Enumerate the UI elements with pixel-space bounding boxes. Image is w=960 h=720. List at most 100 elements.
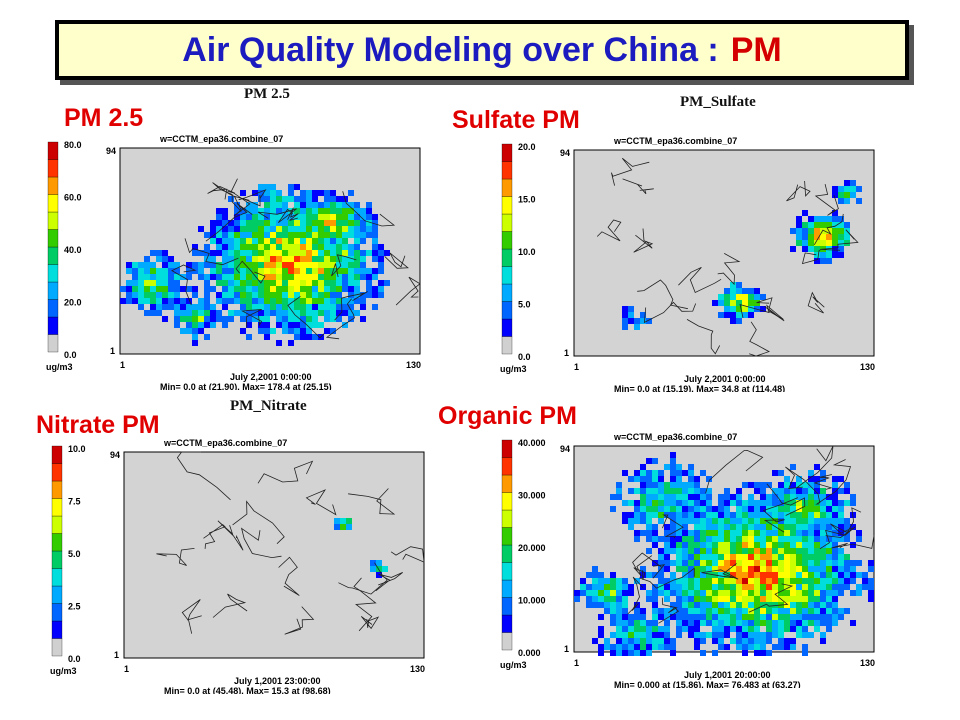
colorbar-swatch xyxy=(51,638,63,657)
colorbar-tick-label: 0.0 xyxy=(68,654,81,664)
map-title-pm25: PM 2.5 xyxy=(244,86,290,102)
time-label: July 1,2001 23:00:00 xyxy=(234,676,321,686)
colorbar-tick-label: 5.0 xyxy=(518,300,531,310)
panel-sulfate: 20.0 15.0 10.0 5.0 0.0 ug/m3 w=CCTM_epa36.comb… xyxy=(494,132,894,392)
colorbar-swatch xyxy=(47,194,59,213)
concentration-field xyxy=(574,452,874,656)
colorbar-swatch xyxy=(47,316,59,335)
col-max-label: 130 xyxy=(860,658,875,668)
colorbar-tick-label: 10.0 xyxy=(518,247,536,257)
row-min-label: 1 xyxy=(564,348,569,358)
panel-pm25: 80.0 60.0 40.0 20.0 0.0 ug/m3 w=CCTM_epa36.com… xyxy=(40,130,440,390)
colorbar-swatch xyxy=(51,445,63,464)
map-figure-nitrate: 10.0 7.5 5.0 2.5 0.0 ug/m3 w=CCTM_epa36.combin… xyxy=(50,438,425,694)
colorbar-swatch xyxy=(47,211,59,230)
colorbar-tick-label: 0.0 xyxy=(518,352,531,362)
colorbar-swatch xyxy=(51,533,63,552)
title-banner: Air Quality Modeling over China : PM xyxy=(55,20,909,80)
colorbar-swatch xyxy=(501,544,513,563)
colorbar-swatch xyxy=(501,248,513,267)
colorbar-tick-label: 10.0 xyxy=(68,444,86,454)
colorbar-tick-label: 40.000 xyxy=(518,438,546,448)
border-lines xyxy=(627,445,875,624)
title-accent: PM xyxy=(730,30,782,69)
colorbar-tick-label: 30.000 xyxy=(518,491,546,501)
colorbar-tick-label: 15.0 xyxy=(518,195,536,205)
col-max-label: 130 xyxy=(410,664,425,674)
panel-organic: 40.000 30.000 20.000 10.000 0.000 ug/m3 w=CCTM… xyxy=(494,428,894,688)
colorbar-tick-label: 80.0 xyxy=(64,140,82,150)
map-figure-pm25: 80.0 60.0 40.0 20.0 0.0 ug/m3 w=CCTM_epa36.com… xyxy=(46,134,421,390)
colorbar-swatch xyxy=(51,480,63,499)
colorbar-swatch xyxy=(51,498,63,517)
unit-label: ug/m3 xyxy=(500,660,527,670)
colorbar-tick-label: 2.5 xyxy=(68,602,81,612)
unit-label: ug/m3 xyxy=(500,364,527,374)
colorbar-swatch xyxy=(501,143,513,162)
colorbar-swatch xyxy=(51,463,63,482)
map-background xyxy=(123,451,425,659)
colorbar-swatch xyxy=(47,159,59,178)
title-main: Air Quality Modeling over China : xyxy=(182,30,719,69)
colorbar-tick-label: 7.5 xyxy=(68,497,81,507)
label-organic: Organic PM xyxy=(438,402,577,430)
colorbar-swatch xyxy=(47,334,59,353)
colorbar-swatch xyxy=(501,196,513,215)
colorbar-swatch xyxy=(47,264,59,283)
concentration-field xyxy=(622,180,862,330)
map-title-nitrate: PM_Nitrate xyxy=(230,398,307,414)
col-min-label: 1 xyxy=(120,360,125,370)
border-lines xyxy=(171,178,421,340)
colorbar-swatch xyxy=(51,515,63,534)
stats-label: Min= 0.0 at (45,48), Max= 15.3 at (98,68… xyxy=(164,686,331,694)
col-min-label: 1 xyxy=(574,658,579,668)
colorbar-swatch xyxy=(501,231,513,250)
label-sulfate: Sulfate PM xyxy=(452,106,580,134)
colorbar-swatch xyxy=(501,161,513,180)
colorbar-tick-label: 20.000 xyxy=(518,543,546,553)
time-label: July 2,2001 0:00:00 xyxy=(230,372,312,382)
colorbar-swatch xyxy=(501,562,513,581)
row-max-label: 94 xyxy=(106,146,116,156)
colorbar-tick-label: 20.0 xyxy=(518,142,536,152)
colorbar-swatch xyxy=(501,579,513,598)
col-max-label: 130 xyxy=(406,360,421,370)
colorbar-tick-label: 0.0 xyxy=(64,350,77,360)
colorbar-tick-label: 0.000 xyxy=(518,648,541,658)
colorbar-tick-label: 10.000 xyxy=(518,596,546,606)
colorbar-swatch xyxy=(501,213,513,232)
colorbar-swatch xyxy=(47,281,59,300)
colorbar-tick-label: 5.0 xyxy=(68,549,81,559)
colorbar-swatch xyxy=(501,632,513,651)
colorbar-swatch xyxy=(501,492,513,511)
colorbar-swatch xyxy=(501,336,513,355)
stats-label: Min= 0.0 at (15,19), Max= 34.8 at (114,4… xyxy=(614,384,785,392)
colorbar-swatch xyxy=(51,620,63,639)
run-label: w=CCTM_epa36.combine_07 xyxy=(613,432,737,442)
colorbar-swatch xyxy=(47,299,59,318)
stats-label: Min= 0.0 at (21,90), Max= 178.4 at (25,1… xyxy=(160,382,332,390)
row-max-label: 94 xyxy=(560,148,570,158)
colorbar-swatch xyxy=(501,597,513,616)
row-max-label: 94 xyxy=(560,444,570,454)
stats-label: Min= 0.000 at (15,86), Max= 76.483 at (6… xyxy=(614,680,801,688)
colorbar-swatch xyxy=(51,603,63,622)
colorbar-swatch xyxy=(51,550,63,569)
row-min-label: 1 xyxy=(114,650,119,660)
colorbar-swatch xyxy=(51,585,63,604)
panel-nitrate: 10.0 7.5 5.0 2.5 0.0 ug/m3 w=CCTM_epa36.combin… xyxy=(44,434,444,694)
label-nitrate: Nitrate PM xyxy=(36,411,160,439)
colorbar-swatch xyxy=(501,474,513,493)
run-label: w=CCTM_epa36.combine_07 xyxy=(613,136,737,146)
col-min-label: 1 xyxy=(124,664,129,674)
colorbar-swatch xyxy=(501,527,513,546)
colorbar-tick-label: 40.0 xyxy=(64,245,82,255)
colorbar-swatch xyxy=(47,141,59,160)
label-pm25: PM 2.5 xyxy=(64,104,144,132)
unit-label: ug/m3 xyxy=(46,362,73,372)
border-lines xyxy=(156,451,425,635)
map-title-sulfate: PM_Sulfate xyxy=(680,94,756,110)
colorbar-tick-label: 60.0 xyxy=(64,193,82,203)
colorbar-swatch xyxy=(501,457,513,476)
concentration-field xyxy=(334,518,388,578)
